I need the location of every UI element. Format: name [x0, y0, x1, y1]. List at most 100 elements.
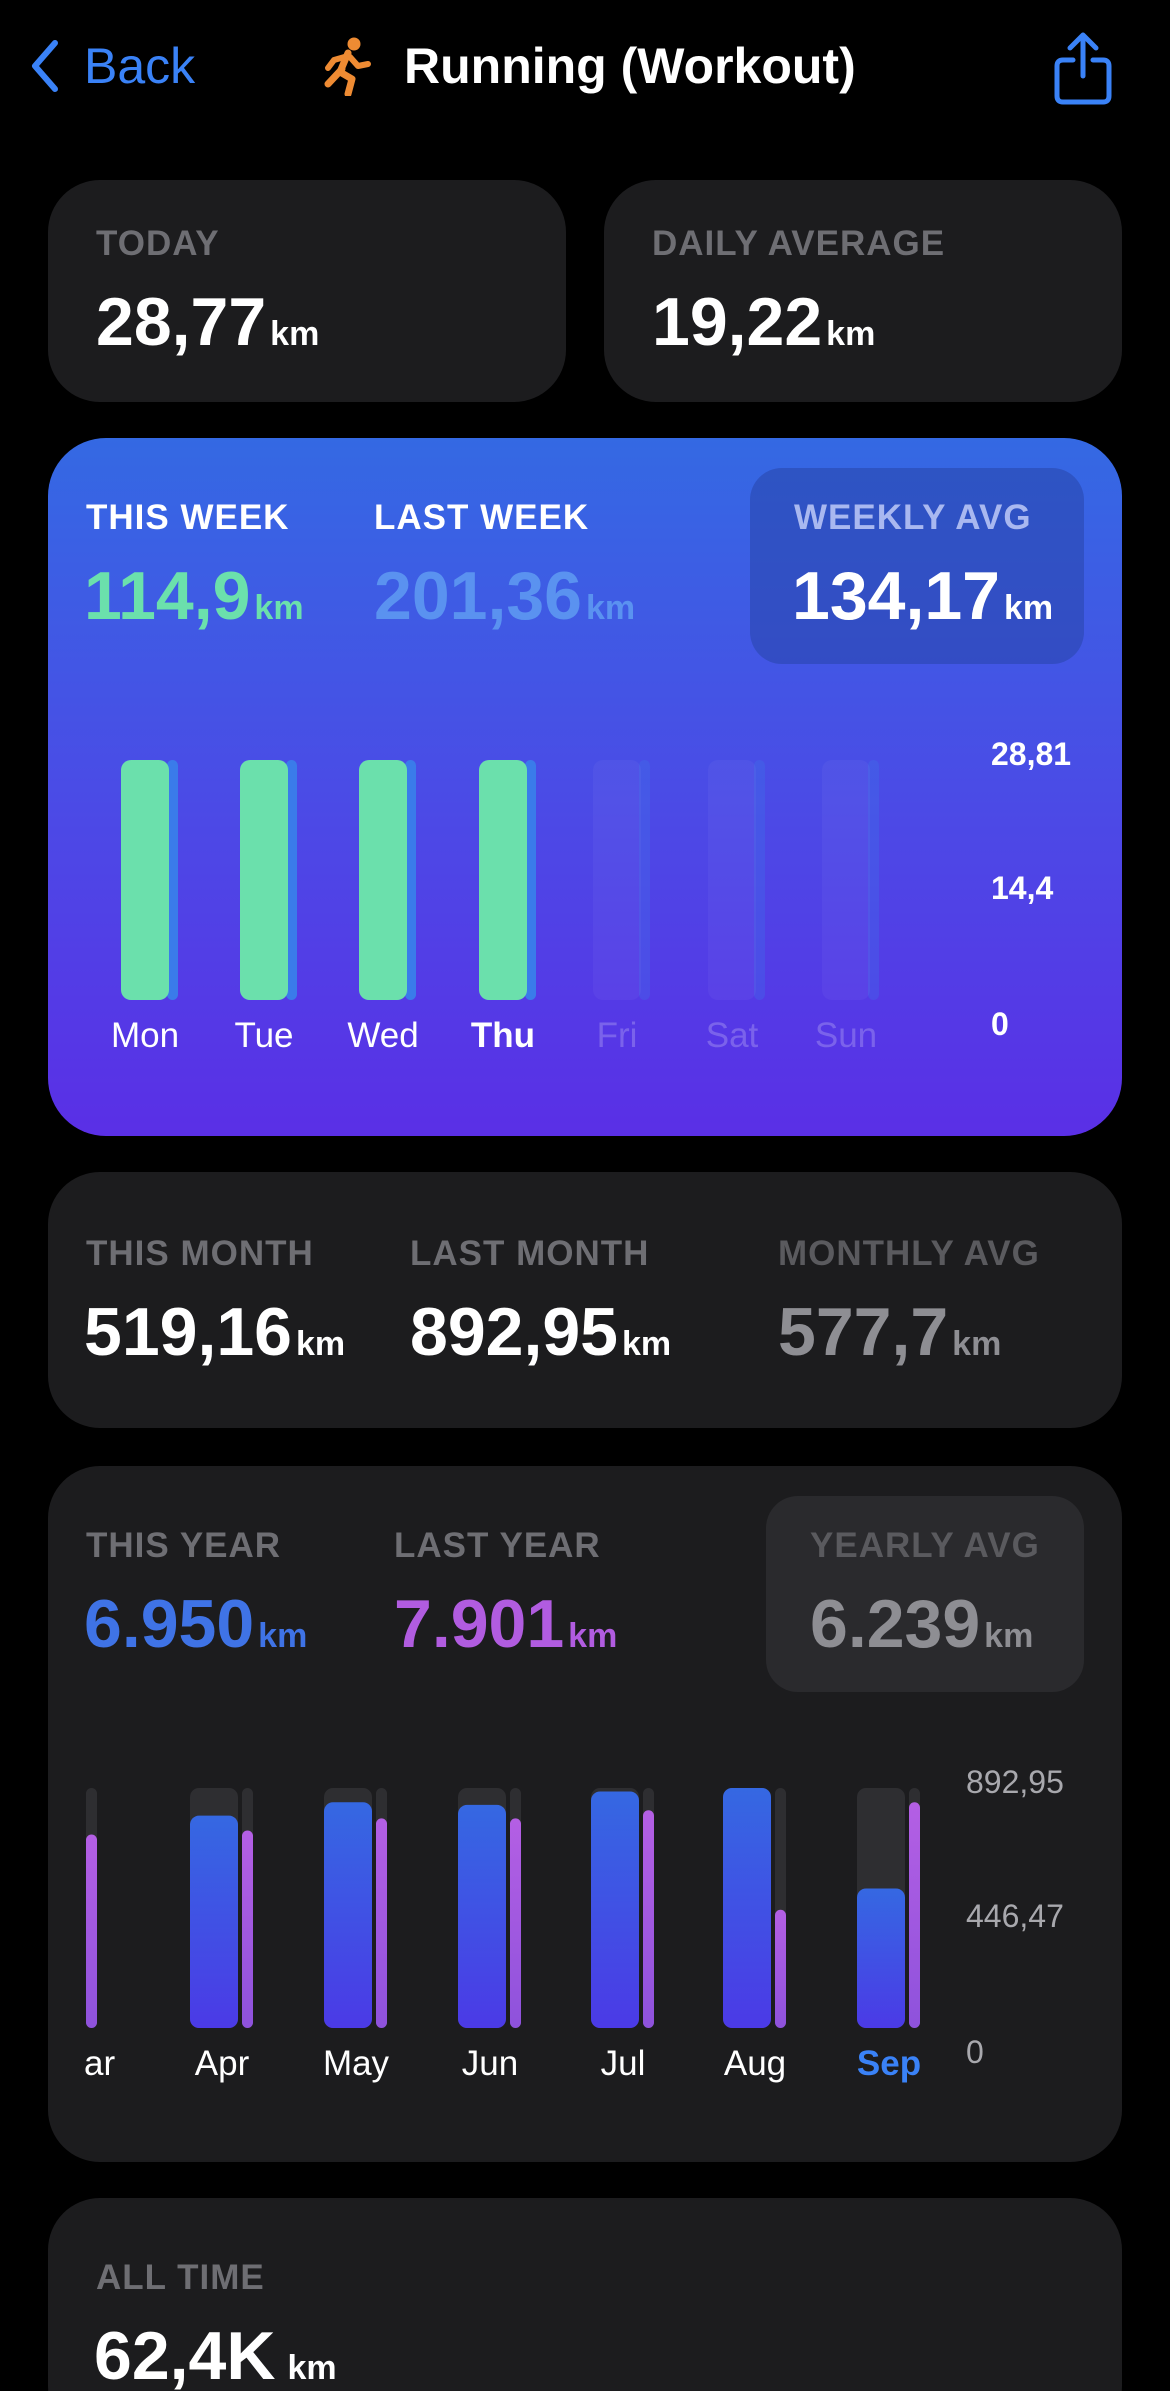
last-year-bar — [909, 1802, 920, 2028]
last-year-value: 7.901 km — [394, 1590, 617, 1658]
weekly-avg-number: 134,17 — [792, 558, 1000, 634]
this-year-unit: km — [258, 1617, 308, 1655]
last-week-bar — [754, 760, 765, 1000]
last-year-label: LAST YEAR — [394, 1526, 601, 1565]
yearly-avg-number: 6.239 — [810, 1586, 981, 1662]
last-week-value: 201,36 km — [374, 562, 635, 630]
this-week-bar — [359, 760, 407, 1000]
day-label-wed: Wed — [347, 1016, 419, 1055]
daily-average-value: 19,22 km — [652, 288, 875, 356]
last-week-bar — [868, 760, 879, 1000]
this-week-bar — [240, 760, 288, 1000]
weekly-avg-value: 134,17 km — [792, 562, 1053, 630]
month-label-sep: Sep — [856, 2044, 922, 2083]
this-month-unit: km — [295, 1325, 346, 1363]
this-week-bar-track — [593, 760, 641, 1000]
last-month-value: 892,95 km — [410, 1298, 671, 1366]
day-label-thu: Thu — [470, 1016, 536, 1055]
nav-bar: Back Running (Workout) — [0, 0, 1170, 140]
last-week-label: LAST WEEK — [374, 498, 590, 537]
last-week-bar — [286, 760, 297, 1000]
yearly-bars-group — [48, 1788, 920, 2028]
week-axis-min: 0 — [991, 1006, 1009, 1042]
this-week-bar-track — [822, 760, 870, 1000]
this-week-bar — [121, 760, 169, 1000]
weekly-avg-unit: km — [1003, 589, 1054, 627]
share-icon[interactable] — [1053, 32, 1113, 106]
this-week-number: 114,9 — [84, 558, 251, 634]
this-week-value: 114,9 km — [84, 562, 304, 630]
this-year-bar — [591, 1791, 639, 2028]
month-label-ar: ar — [84, 2044, 116, 2083]
back-label: Back — [84, 38, 196, 94]
last-year-unit: km — [568, 1617, 618, 1655]
weekly-avg-box — [750, 468, 1084, 664]
monthly-avg-number: 577,7 — [778, 1294, 949, 1370]
this-year-label: THIS YEAR — [86, 1526, 282, 1565]
weekly-bar-chart — [121, 760, 879, 1000]
this-year-bar — [48, 1829, 82, 2028]
this-month-label: THIS MONTH — [86, 1234, 314, 1273]
daily-average-label: DAILY AVERAGE — [652, 224, 946, 263]
month-label-aug: Aug — [723, 2044, 787, 2083]
back-button[interactable]: Back — [28, 38, 195, 94]
day-label-mon: Mon — [110, 1016, 180, 1055]
week-axis-mid: 14,4 — [991, 870, 1054, 906]
running-figure-icon — [324, 37, 371, 96]
this-year-bar-track — [48, 1788, 82, 2028]
today-card[interactable]: TODAY 28,77 km — [48, 180, 566, 402]
this-week-label: THIS WEEK — [86, 498, 290, 537]
day-label-fri: Fri — [596, 1016, 638, 1055]
yearly-bar-chart — [48, 1788, 920, 2028]
this-year-number: 6.950 — [84, 1586, 255, 1662]
this-week-bar — [479, 760, 527, 1000]
last-year-bar — [86, 1834, 97, 2028]
year-axis-mid: 446,47 — [966, 1898, 1064, 1934]
today-number: 28,77 — [96, 284, 267, 360]
this-month-value: 519,16 km — [84, 1298, 345, 1366]
month-label-apr: Apr — [194, 2044, 250, 2083]
weekly-avg-label: WEEKLY AVG — [794, 498, 1032, 537]
monthly-avg-value: 577,7 km — [778, 1298, 1001, 1366]
week-card[interactable]: THIS WEEK 114,9 km LAST WEEK 201,36 km WEE… — [48, 438, 1122, 1136]
this-week-bar-track — [708, 760, 756, 1000]
monthly-avg-unit: km — [952, 1325, 1002, 1363]
last-week-unit: km — [585, 589, 636, 627]
yearly-avg-box — [766, 1496, 1084, 1692]
last-year-number: 7.901 — [394, 1586, 565, 1662]
last-month-unit: km — [621, 1325, 672, 1363]
last-year-bar — [376, 1818, 387, 2028]
month-label-may: May — [322, 2044, 390, 2083]
page-title: Running (Workout) — [404, 38, 856, 94]
yearly-avg-label: YEARLY AVG — [810, 1526, 1040, 1565]
this-month-number: 519,16 — [84, 1294, 292, 1370]
month-label-jun: Jun — [461, 2044, 519, 2083]
all-time-card[interactable]: ALL TIME 62,4K km — [48, 2198, 1122, 2391]
last-week-bar — [405, 760, 416, 1000]
daily-average-unit: km — [826, 315, 876, 353]
daily-average-card[interactable]: DAILY AVERAGE 19,22 km — [604, 180, 1122, 402]
last-year-bar — [775, 1909, 786, 2028]
this-week-unit: km — [254, 589, 304, 627]
all-time-number: 62,4K — [94, 2318, 276, 2391]
last-year-bar — [242, 1830, 253, 2028]
week-axis-max: 28,81 — [991, 736, 1072, 772]
today-label: TODAY — [96, 224, 220, 263]
all-time-label: ALL TIME — [96, 2258, 265, 2297]
today-unit: km — [270, 315, 320, 353]
last-week-bar — [639, 760, 650, 1000]
year-card[interactable]: THIS YEAR 6.950 km LAST YEAR 7.901 km YEAR… — [48, 1466, 1122, 2162]
monthly-avg-label: MONTHLY AVG — [778, 1234, 1040, 1273]
year-axis-max: 892,95 — [966, 1764, 1064, 1800]
this-year-bar — [723, 1788, 771, 2028]
all-time-value: 62,4K km — [94, 2322, 337, 2390]
this-year-bar — [324, 1802, 372, 2028]
day-label-sat: Sat — [705, 1016, 759, 1055]
last-year-bar — [643, 1810, 654, 2028]
month-card[interactable]: THIS MONTH 519,16 km LAST MONTH 892,95 km … — [48, 1172, 1122, 1428]
all-time-unit: km — [287, 2349, 337, 2387]
last-week-bar — [167, 760, 178, 1000]
yearly-avg-value: 6.239 km — [810, 1590, 1033, 1658]
this-year-bar — [190, 1815, 238, 2028]
daily-average-number: 19,22 — [652, 284, 823, 360]
